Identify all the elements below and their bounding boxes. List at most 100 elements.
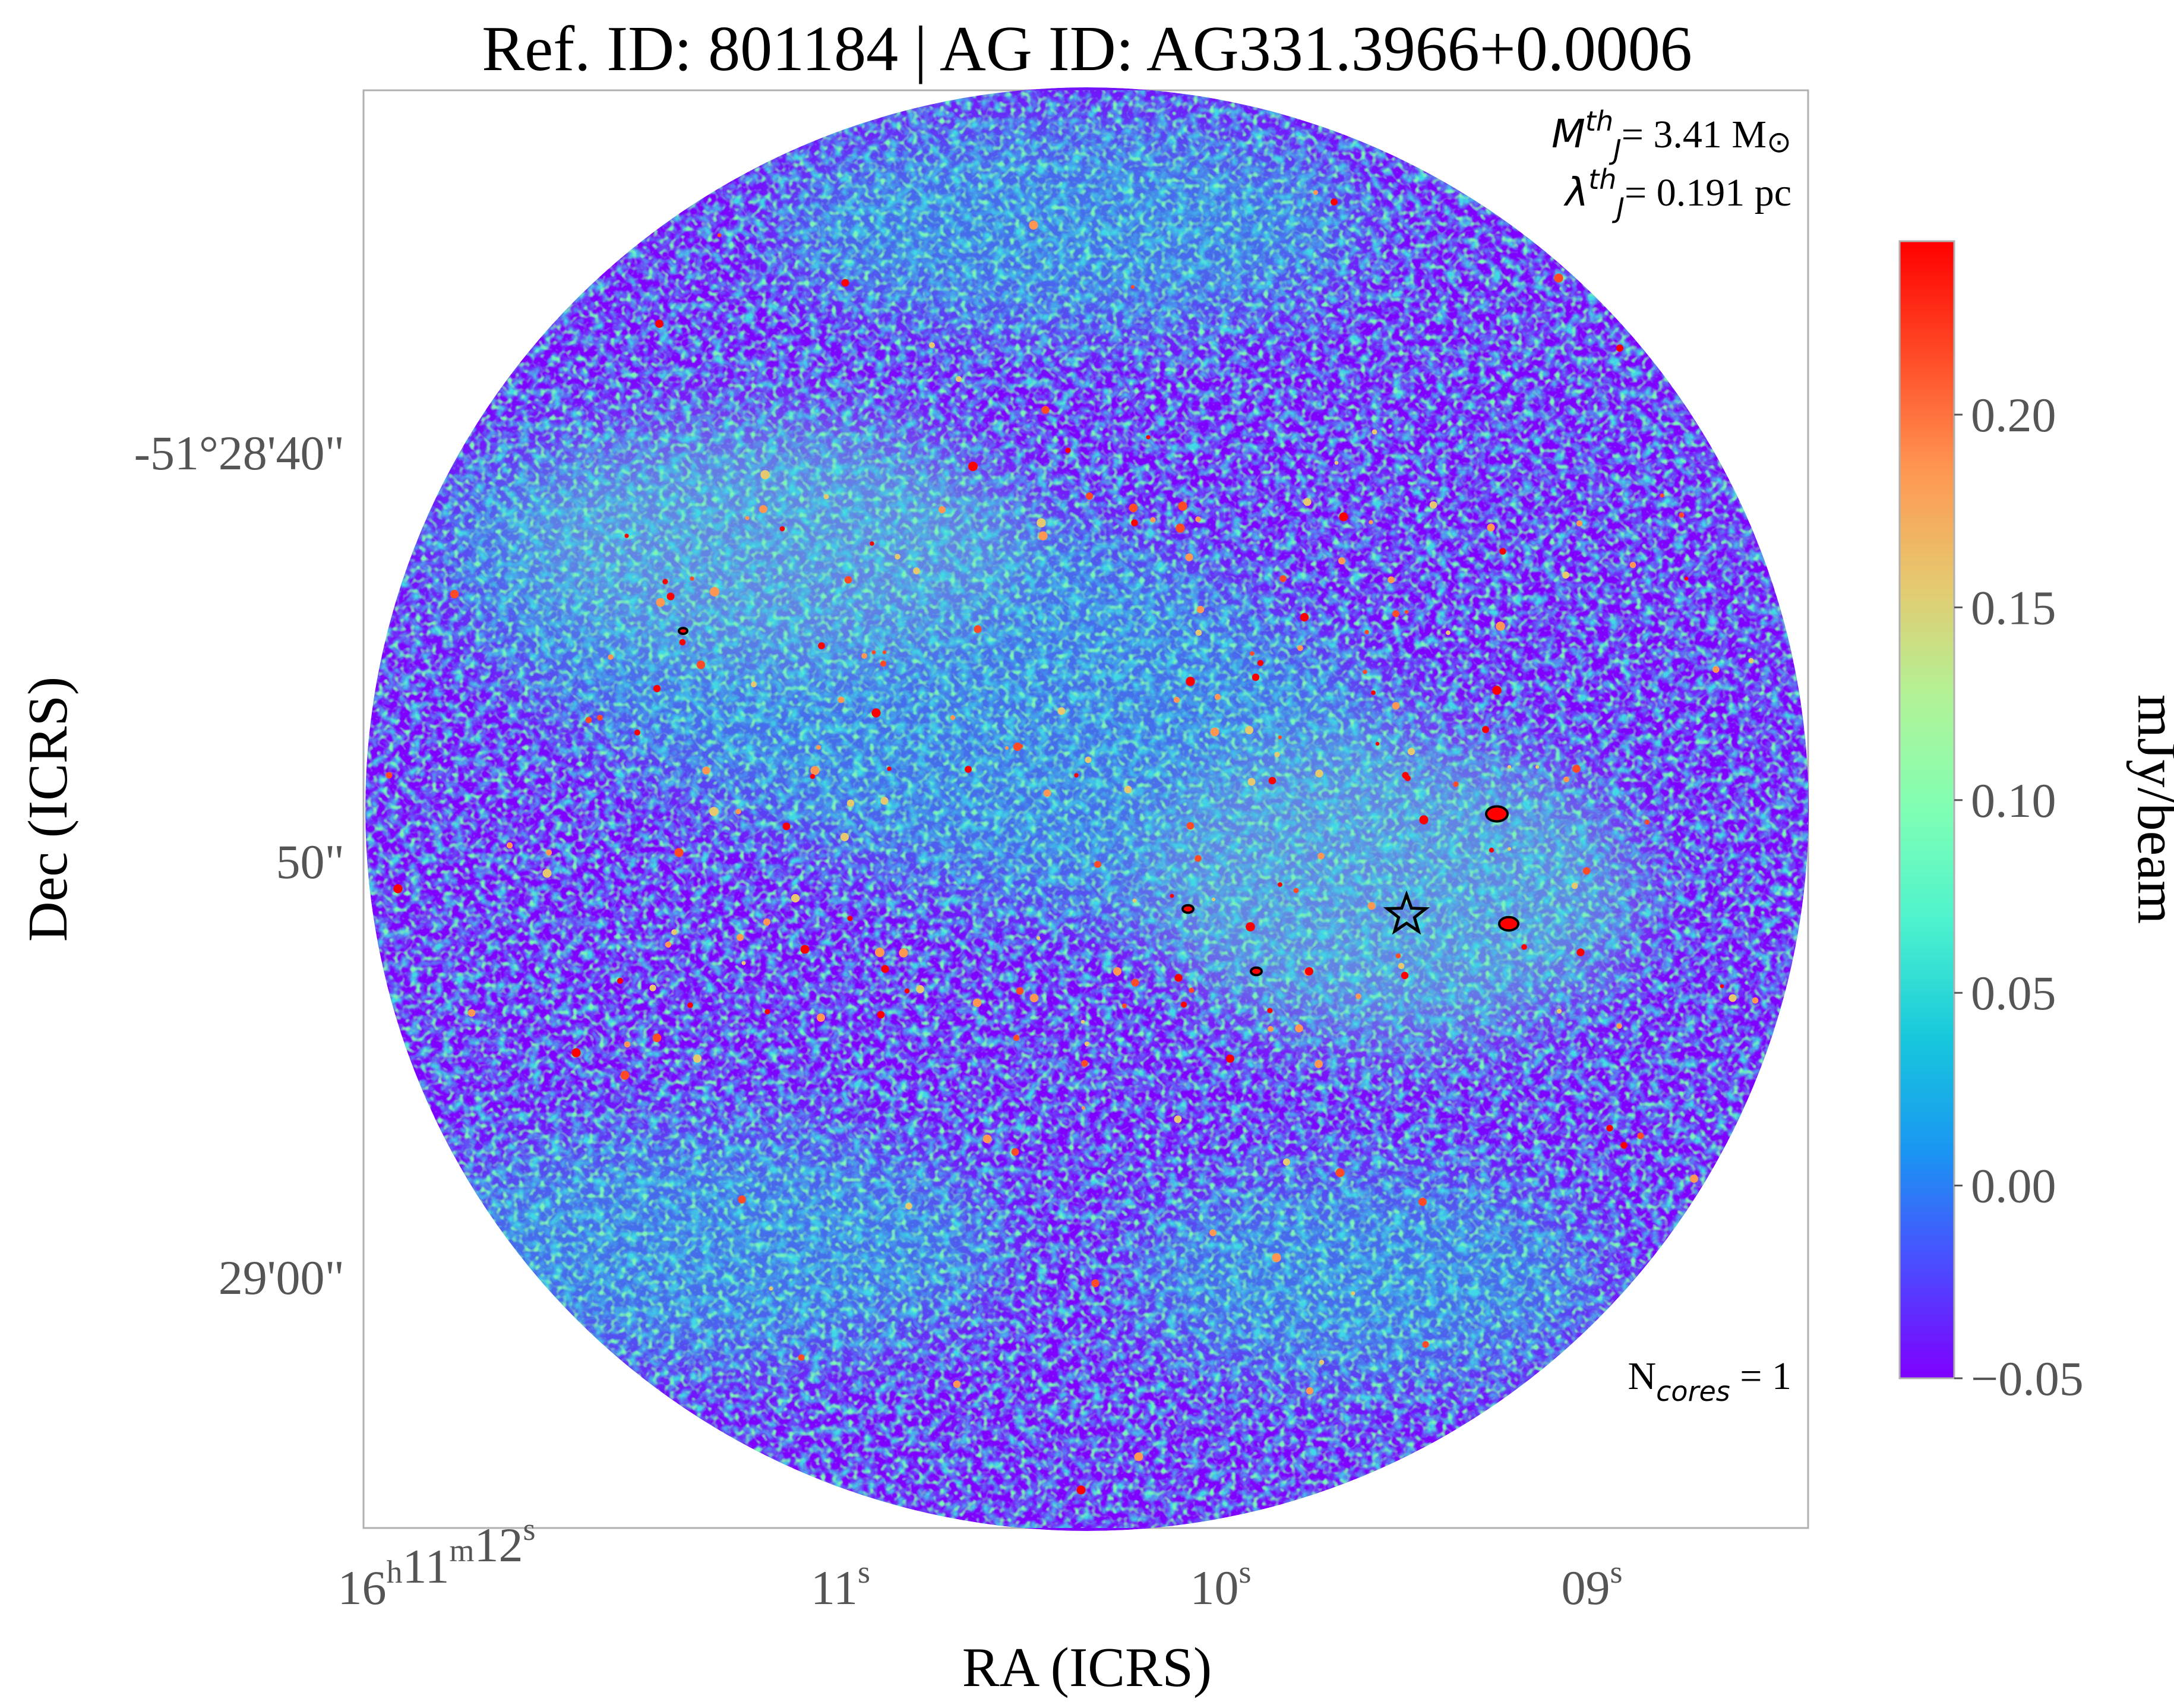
hotspot: [782, 822, 791, 831]
hotspot: [1209, 1229, 1216, 1236]
x-tick-labels: 16h11m12s 11s 10s 09s: [338, 1511, 1623, 1615]
hotspot: [764, 1009, 770, 1015]
hotspot: [1074, 773, 1079, 778]
hotspot: [1319, 1359, 1325, 1365]
hotspot: [1091, 1279, 1099, 1287]
hotspot: [881, 965, 889, 973]
hotspot: [1314, 1060, 1323, 1068]
hotspot: [875, 948, 884, 957]
hotspot: [1278, 882, 1282, 887]
hotspot: [403, 176, 412, 185]
hotspot: [1422, 1341, 1429, 1348]
hotspot: [1620, 1142, 1628, 1149]
hotspot: [608, 654, 614, 660]
hotspot: [759, 505, 767, 513]
hotspot: [385, 772, 393, 779]
hotspot: [823, 494, 829, 500]
hotspot: [1150, 517, 1156, 523]
hotspot: [1334, 460, 1339, 465]
hotspot: [818, 642, 825, 649]
hotspot: [1246, 922, 1255, 932]
hotspot: [1453, 781, 1459, 787]
hotspot: [1185, 553, 1193, 561]
ncores-annotation: Ncores = 1: [1628, 1355, 1791, 1407]
hotspot: [1043, 789, 1051, 797]
hotspot: [431, 1385, 436, 1390]
hotspot: [674, 848, 684, 857]
hotspot: [1303, 498, 1312, 506]
hotspot: [1080, 1019, 1085, 1024]
hotspot: [1113, 967, 1121, 975]
hotspot: [1038, 531, 1048, 541]
hotspot: [1252, 673, 1260, 681]
hotspot: [1196, 605, 1205, 614]
hotspot: [1297, 645, 1303, 651]
hotspot: [1146, 435, 1151, 440]
hotspot: [1013, 1034, 1020, 1041]
hotspot: [840, 832, 849, 842]
hotspot: [696, 660, 706, 670]
hotspot: [953, 1380, 961, 1388]
y-axis-label: Dec (ICRS): [17, 677, 79, 942]
hotspot: [751, 681, 757, 687]
hotspot: [974, 625, 982, 633]
hotspot: [1011, 1148, 1019, 1156]
hotspot: [1278, 735, 1282, 740]
hotspot: [916, 985, 924, 993]
hotspot: [1375, 741, 1380, 746]
hotspot: [1272, 1253, 1281, 1262]
hotspot: [413, 275, 418, 280]
hotspot: [1407, 747, 1415, 756]
hotspot: [939, 506, 946, 513]
hotspot: [1616, 345, 1623, 352]
hotspot: [1582, 867, 1591, 875]
hotspot: [1616, 1023, 1622, 1029]
hotspot: [666, 592, 675, 601]
hotspot: [597, 715, 603, 721]
hotspot: [710, 587, 719, 596]
hotspot: [760, 470, 770, 479]
hotspot: [950, 715, 956, 721]
hotspot: [1317, 853, 1325, 860]
hotspot: [1684, 576, 1689, 581]
hotspot: [965, 766, 972, 773]
hotspot: [649, 984, 656, 992]
y-tick-labels: -51°28'40" 50" 29'00": [134, 426, 345, 1305]
hotspot: [847, 915, 853, 921]
hotspot: [1720, 984, 1724, 989]
hotspot: [1005, 746, 1009, 750]
hotspot: [437, 1193, 442, 1198]
hotspot: [1563, 776, 1569, 782]
hotspot: [871, 708, 881, 718]
hotspot: [1429, 501, 1437, 509]
bright-knot: [1181, 904, 1195, 914]
hotspot: [1351, 1291, 1355, 1296]
hotspot: [1392, 610, 1399, 617]
hotspot: [1132, 898, 1137, 903]
hotspot: [653, 684, 661, 693]
hotspot: [972, 998, 982, 1008]
hotspot: [675, 1424, 682, 1431]
hotspot: [1369, 520, 1373, 525]
hotspot: [665, 941, 672, 948]
hotspot: [1085, 1041, 1089, 1046]
bright-knot: [1485, 805, 1509, 823]
hotspot: [1293, 888, 1299, 894]
hotspot: [1250, 651, 1255, 656]
hotspot: [1572, 765, 1581, 773]
colorbar-tick-label: 0.15: [1971, 580, 2056, 634]
x-axis-label: RA (ICRS): [962, 1637, 1212, 1698]
hotspot: [702, 766, 710, 775]
hotspot: [1189, 987, 1195, 993]
hotspot: [1085, 756, 1092, 763]
hotspot: [1748, 658, 1754, 664]
hotspot: [1482, 726, 1489, 733]
hotspot: [810, 774, 816, 779]
hotspot: [1247, 778, 1256, 786]
hotspot: [1660, 493, 1664, 498]
hotspot: [393, 884, 403, 894]
hotspot: [1305, 967, 1313, 975]
hotspot: [982, 1134, 992, 1144]
hotspot: [1401, 971, 1409, 980]
hotspot: [1355, 993, 1361, 999]
